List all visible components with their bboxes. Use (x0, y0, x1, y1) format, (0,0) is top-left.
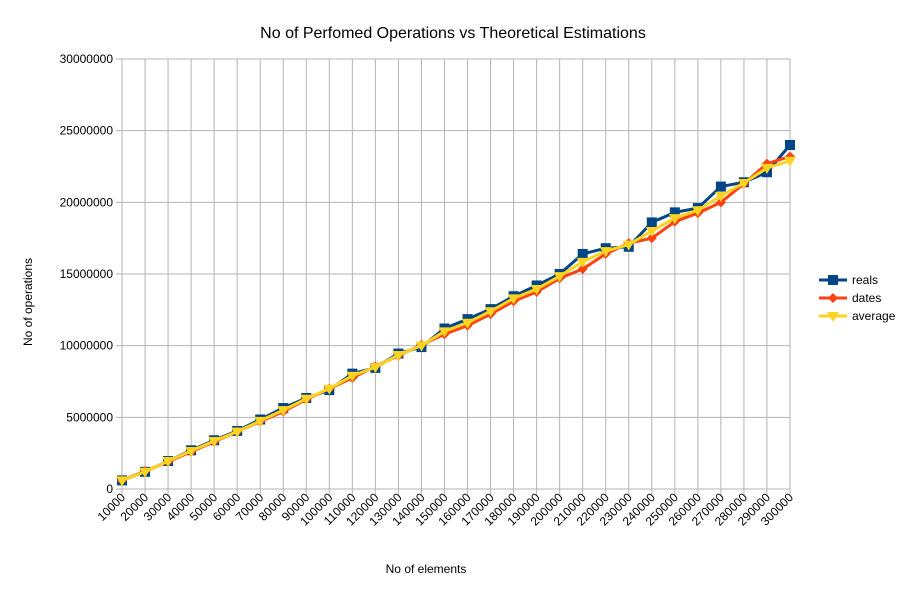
data-point-average (461, 318, 474, 329)
legend-swatch-marker (828, 275, 838, 285)
data-point-average (369, 363, 382, 374)
data-point-average (691, 206, 704, 217)
data-point-reals (669, 207, 680, 218)
data-point-average (784, 156, 796, 167)
data-point-average (507, 294, 520, 305)
series-reals (117, 140, 795, 486)
data-point-average (645, 227, 658, 237)
data-point-average (714, 191, 727, 202)
data-point-average (760, 163, 773, 174)
data-point-average (668, 214, 681, 225)
legend: reals dates average (819, 273, 896, 323)
legend-item-dates: dates (819, 291, 881, 305)
x-axis-label: No of elements (386, 562, 467, 576)
series-line-reals (121, 144, 792, 482)
data-point-average (116, 476, 128, 487)
y-tick-label: 20000000 (60, 195, 114, 209)
y-tick-label: 10000000 (60, 339, 114, 353)
data-point-reals (577, 248, 588, 259)
y-tick-label: 25000000 (60, 124, 114, 138)
data-point-average (277, 406, 290, 417)
y-tick-label: 15000000 (60, 267, 114, 281)
data-point-reals (646, 217, 657, 228)
data-point-reals (715, 181, 726, 192)
data-point-dates (715, 197, 726, 208)
y-axis-label: No of operations (21, 258, 35, 346)
grid (121, 58, 791, 490)
data-point-dates (577, 263, 588, 274)
y-tick-label: 5000000 (66, 410, 113, 424)
data-point-average (622, 240, 635, 251)
data-point-average (185, 447, 198, 458)
data-point-average (599, 247, 612, 258)
legend-label: average (852, 309, 896, 323)
data-point-average (737, 178, 750, 189)
data-point-average (392, 350, 405, 361)
data-point-average (484, 307, 497, 318)
data-point-average (139, 467, 152, 478)
data-point-average (576, 257, 589, 268)
data-point-average (208, 436, 221, 447)
legend-swatch-marker (827, 312, 839, 322)
data-point-average (254, 416, 267, 427)
data-point-dates (646, 233, 657, 244)
y-tick-label: 0 (106, 482, 113, 496)
data-point-reals (785, 140, 795, 150)
data-point-average (415, 341, 428, 352)
chart-title: No of Perfomed Operations vs Theoretical… (260, 25, 646, 42)
series-layer (116, 140, 796, 487)
data-point-average (162, 457, 175, 468)
data-point-average (438, 327, 451, 338)
legend-item-reals: reals (819, 273, 878, 287)
data-point-average (323, 384, 336, 395)
data-point-average (346, 371, 359, 382)
series-average (116, 156, 796, 487)
y-tick-label: 30000000 (60, 52, 114, 66)
legend-label: reals (852, 273, 878, 287)
legend-swatch-marker (828, 293, 838, 303)
series-line-dates (121, 155, 791, 482)
legend-item-average: average (819, 309, 896, 323)
data-point-average (300, 394, 313, 405)
legend-label: dates (852, 291, 881, 305)
data-point-average (231, 427, 244, 438)
data-point-average (530, 285, 543, 296)
data-point-average (553, 272, 566, 283)
